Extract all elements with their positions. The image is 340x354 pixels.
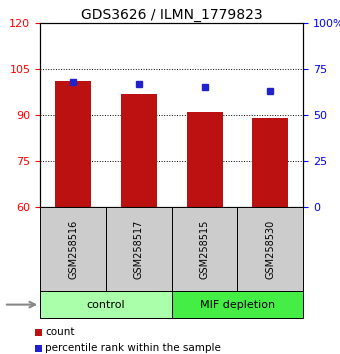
- FancyBboxPatch shape: [172, 291, 303, 318]
- Title: GDS3626 / ILMN_1779823: GDS3626 / ILMN_1779823: [81, 8, 262, 22]
- Bar: [55, 81, 91, 207]
- Text: GSM258517: GSM258517: [134, 219, 144, 279]
- Text: GSM258515: GSM258515: [200, 219, 209, 279]
- FancyBboxPatch shape: [40, 207, 106, 291]
- FancyBboxPatch shape: [172, 207, 237, 291]
- Text: percentile rank within the sample: percentile rank within the sample: [45, 343, 221, 353]
- Bar: [252, 118, 288, 207]
- Text: control: control: [87, 299, 125, 310]
- Text: GSM258516: GSM258516: [68, 219, 78, 279]
- Text: GSM258530: GSM258530: [266, 219, 275, 279]
- Bar: [121, 93, 157, 207]
- Bar: [187, 112, 223, 207]
- FancyBboxPatch shape: [106, 207, 172, 291]
- FancyBboxPatch shape: [40, 291, 172, 318]
- Text: MIF depletion: MIF depletion: [200, 299, 275, 310]
- FancyBboxPatch shape: [237, 207, 303, 291]
- Text: count: count: [45, 327, 75, 337]
